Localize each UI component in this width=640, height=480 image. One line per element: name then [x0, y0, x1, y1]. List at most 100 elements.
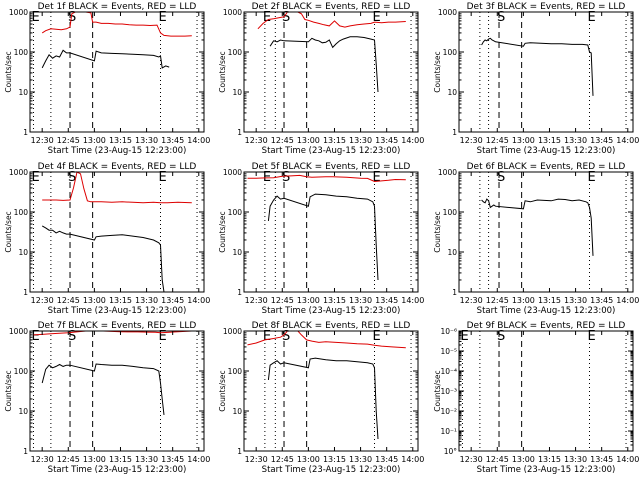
marker-label: S: [68, 10, 76, 25]
x-tick-label: 14:00: [401, 136, 424, 145]
y-tick-label: 10: [18, 88, 28, 97]
y-axis-title: Counts/sec: [4, 370, 13, 411]
x-tick-label: 13:00: [297, 136, 320, 145]
x-tick-label: 12:45: [57, 455, 80, 464]
lld-series-line: [247, 330, 406, 349]
x-tick-label: 13:30: [135, 136, 158, 145]
panel-title: Det 3f BLACK = Events, RED = LLD: [467, 2, 626, 12]
x-tick-label: 12:45: [486, 455, 509, 464]
x-tick-label: 13:45: [375, 136, 398, 145]
panel-title: Det 6f BLACK = Events, RED = LLD: [467, 162, 626, 172]
marker-label: E: [588, 329, 596, 344]
plot-frame: [458, 11, 634, 133]
x-tick-label: 13:15: [323, 136, 346, 145]
x-tick-label: 13:00: [297, 455, 320, 464]
y-tick-label: 1000: [223, 8, 242, 17]
plot-frame: [243, 171, 419, 293]
y-tick-label: 1000: [9, 168, 28, 177]
lld-series-line: [247, 174, 406, 183]
events-series-line: [267, 193, 379, 281]
x-axis-title: Start Time (23-Aug-15 12:23:00): [262, 146, 401, 156]
marker-label: S: [497, 10, 505, 25]
panel-title: Det 4f BLACK = Events, RED = LLD: [38, 162, 197, 172]
x-tick-label: 14:00: [616, 296, 639, 305]
events-series-line: [269, 36, 379, 93]
marker-label: E: [159, 10, 167, 25]
y-axis-title: Counts/sec: [433, 370, 442, 411]
y-tick-label: 10: [232, 88, 242, 97]
y-tick-label: 100: [228, 208, 243, 217]
x-tick-label: 13:45: [161, 136, 184, 145]
marker-label: S: [282, 170, 290, 185]
panel-title: Det 1f BLACK = Events, RED = LLD: [38, 2, 197, 12]
x-tick-label: 12:30: [460, 296, 483, 305]
y-tick-label: 1000: [9, 327, 28, 336]
y-axis-title: Counts/sec: [4, 51, 13, 92]
x-tick-label: 14:00: [616, 455, 639, 464]
x-tick-label: 12:45: [57, 136, 80, 145]
x-axis-title: Start Time (23-Aug-15 12:23:00): [262, 465, 401, 475]
x-tick-label: 13:45: [161, 296, 184, 305]
y-tick-label: 100: [443, 48, 458, 57]
marker-label: S: [68, 170, 76, 185]
marker-label: E: [263, 10, 271, 25]
panel-title: Det 2f BLACK = Events, RED = LLD: [252, 2, 411, 12]
lld-series-line: [41, 11, 192, 37]
events-series-line: [481, 198, 594, 256]
plot-frame: [458, 171, 634, 293]
lld-series-line: [42, 171, 192, 204]
y-tick-label: 100: [14, 48, 29, 57]
x-tick-label: 13:30: [564, 136, 587, 145]
panel-title: Det 9f BLACK = Events, RED = LLD: [467, 321, 626, 331]
y-tick-label: 1: [237, 288, 242, 297]
lld-series-line: [33, 330, 192, 336]
y-tick-label: 100: [14, 208, 29, 217]
x-tick-label: 13:15: [109, 455, 132, 464]
x-tick-label: 14:00: [401, 296, 424, 305]
marker-label: S: [497, 170, 505, 185]
x-tick-label: 13:30: [349, 136, 372, 145]
x-tick-label: 13:45: [590, 455, 613, 464]
y-tick-label: 100: [443, 208, 458, 217]
x-tick-label: 13:30: [135, 455, 158, 464]
events-series-line: [41, 49, 170, 69]
y-tick-label: 1000: [223, 168, 242, 177]
x-axis-title: Start Time (23-Aug-15 12:23:00): [48, 146, 187, 156]
y-tick-label: 1: [237, 447, 242, 456]
marker-label: S: [68, 329, 76, 344]
y-tick-label: 1: [452, 288, 457, 297]
x-tick-label: 13:15: [323, 455, 346, 464]
x-tick-label: 13:15: [538, 455, 561, 464]
y-axis-title: Counts/sec: [4, 211, 13, 252]
x-tick-label: 13:00: [83, 296, 106, 305]
panel-title: Det 7f BLACK = Events, RED = LLD: [38, 321, 197, 331]
x-tick-label: 13:30: [564, 455, 587, 464]
y-tick-label: 10°: [444, 447, 458, 456]
marker-label: S: [282, 329, 290, 344]
x-axis-title: Start Time (23-Aug-15 12:23:00): [477, 306, 616, 316]
x-axis-title: Start Time (23-Aug-15 12:23:00): [477, 146, 616, 156]
y-tick-label: 10: [447, 248, 457, 257]
marker-label: S: [282, 10, 290, 25]
marker-label: E: [460, 329, 468, 344]
x-tick-label: 13:00: [83, 136, 106, 145]
panel-title: Det 8f BLACK = Events, RED = LLD: [252, 321, 411, 331]
plot-frame: [29, 11, 205, 133]
events-series-line: [41, 225, 165, 293]
marker-label: E: [159, 170, 167, 185]
x-axis-title: Start Time (23-Aug-15 12:23:00): [262, 306, 401, 316]
y-tick-label: 100: [14, 367, 29, 376]
x-tick-label: 14:00: [401, 455, 424, 464]
x-tick-label: 12:45: [271, 455, 294, 464]
y-tick-label: 10: [18, 248, 28, 257]
y-tick-label: 1: [452, 128, 457, 137]
plot-frame: [29, 171, 205, 293]
marker-label: E: [373, 10, 381, 25]
